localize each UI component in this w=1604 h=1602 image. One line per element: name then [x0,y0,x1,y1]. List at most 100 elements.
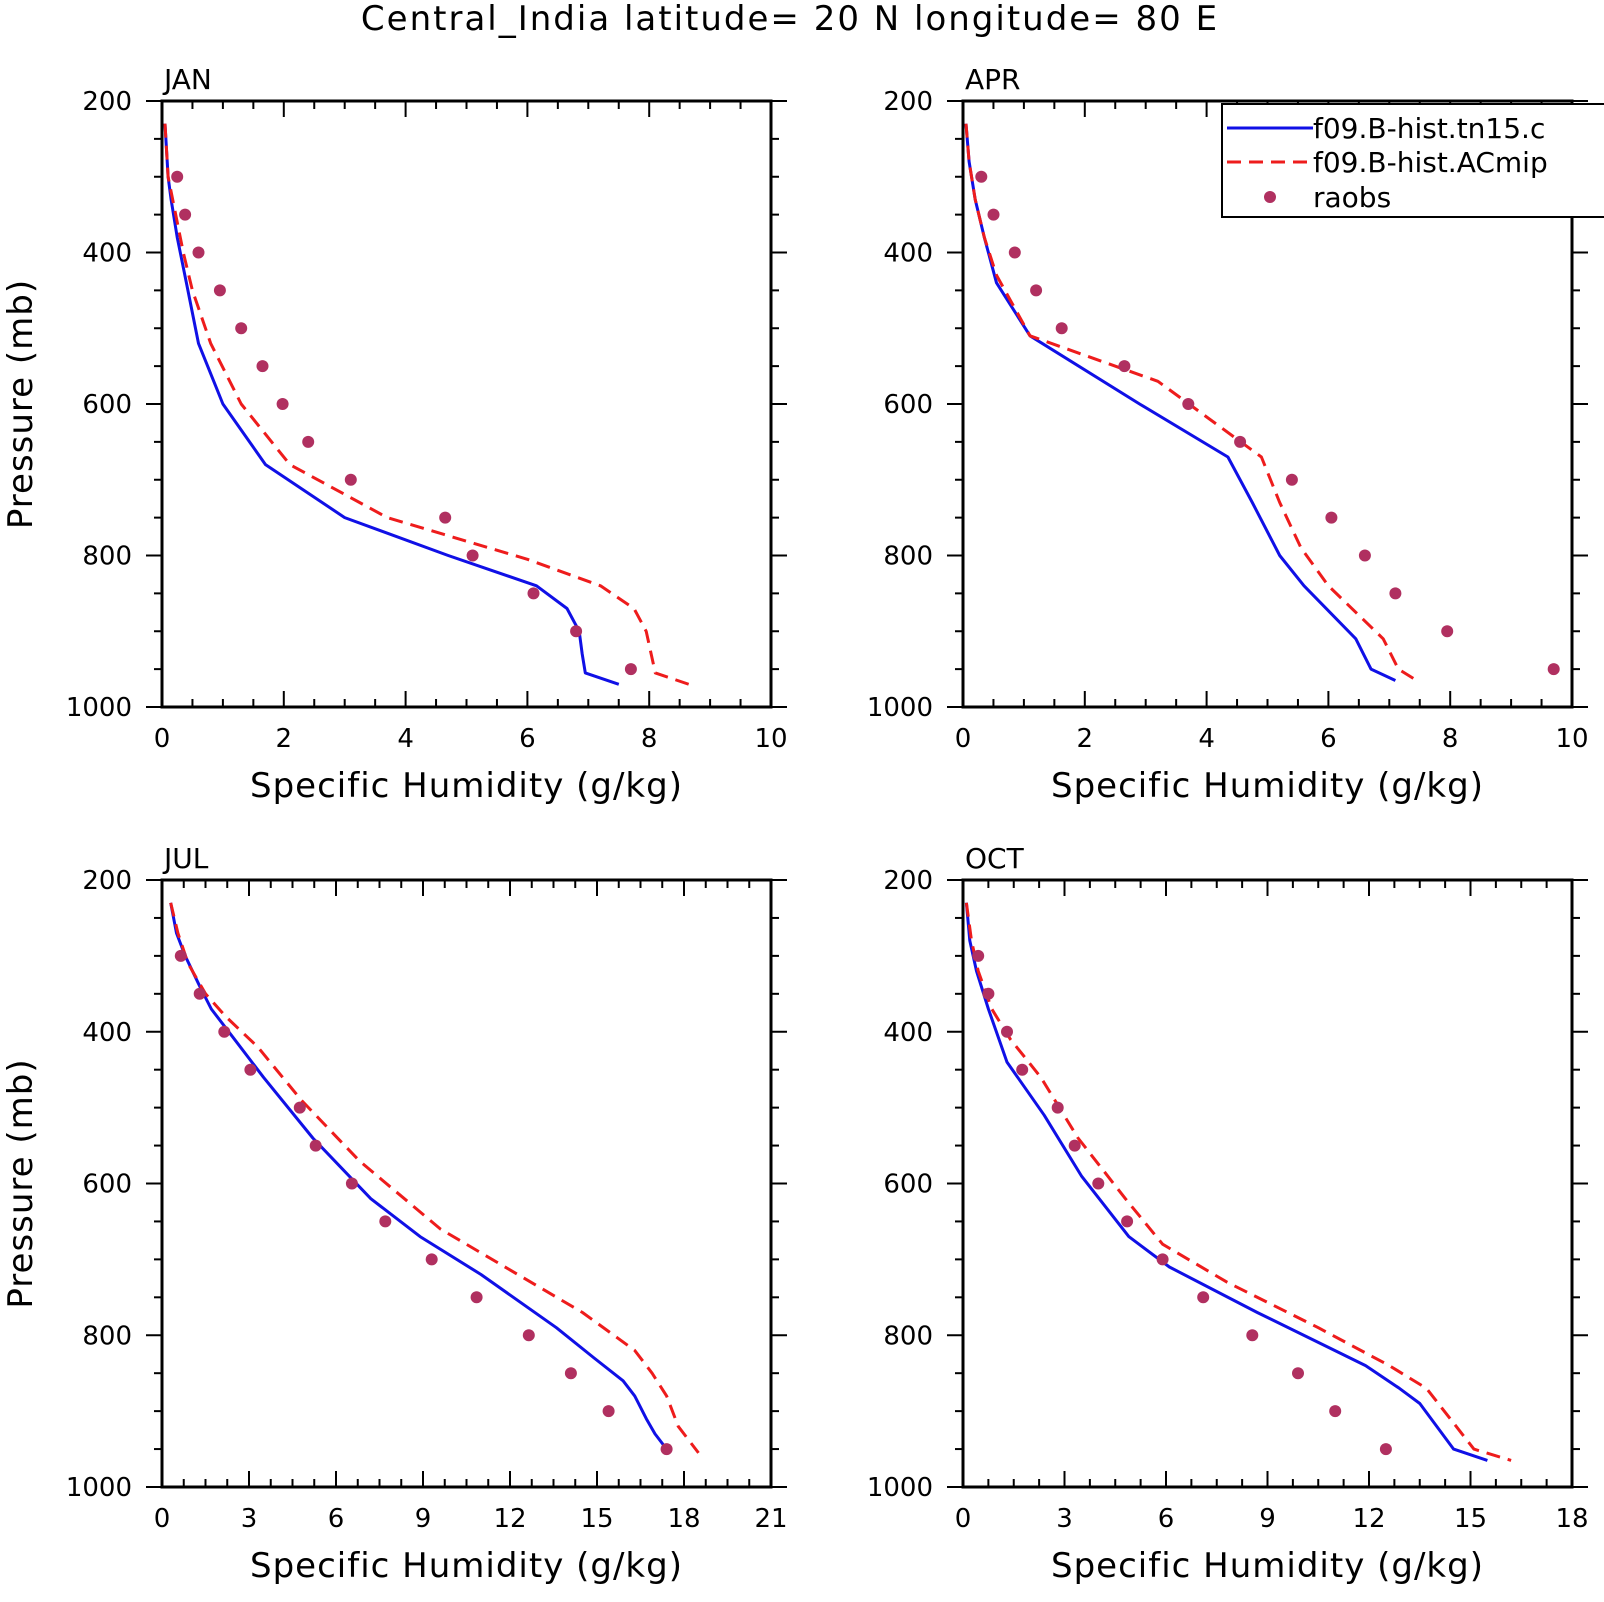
y-tick-label-jul: 200 [82,866,132,896]
x-tick-label-oct: 18 [1555,1504,1588,1534]
x-tick-label-oct: 15 [1454,1504,1487,1534]
legend-label-model-1: f09.B-hist.tn15.c [1313,112,1545,145]
raobs-point-oct-3 [1016,1063,1029,1076]
raobs-point-oct-5 [1068,1139,1081,1152]
y-tick-label-apr: 400 [883,239,933,269]
x-tick-label-jan: 0 [154,724,171,754]
series-line-apr-f09-b-hist-acmip [964,123,1418,682]
raobs-point-apr-3 [1030,284,1043,297]
x-tick-label-jul: 9 [415,1504,432,1534]
x-tick-label-oct: 12 [1352,1504,1385,1534]
raobs-point-jul-0 [174,949,187,962]
raobs-point-jan-8 [344,473,357,486]
raobs-point-jul-6 [345,1177,358,1190]
panel-label-jul: JUL [162,842,209,875]
raobs-point-jan-2 [192,246,205,259]
raobs-point-apr-1 [987,208,1000,221]
x-tick-label-jan: 6 [519,724,536,754]
y-tick-label-oct: 800 [883,1321,933,1351]
series-line-oct-f09-b-hist-tn15-c [964,902,1488,1462]
x-tick-label-jul: 18 [667,1504,700,1534]
panel-label-apr: APR [965,63,1021,96]
legend-marker-raobs [1264,191,1276,203]
raobs-point-apr-9 [1325,511,1338,524]
x-tick-label-jan: 8 [641,724,658,754]
y-tick-label-apr: 200 [883,87,933,117]
y-tick-label-oct: 200 [883,866,933,896]
raobs-point-oct-0 [972,949,985,962]
plot-frame-jan [160,99,773,709]
y-tick-label-jul: 400 [82,1018,132,1048]
x-tick-label-jul: 3 [241,1504,258,1534]
raobs-point-jul-13 [660,1443,673,1456]
x-tick-label-apr: 2 [1077,724,1094,754]
x-tick-label-oct: 0 [955,1504,972,1534]
legend: f09.B-hist.tn15.c f09.B-hist.ACmip raobs [1221,103,1604,218]
series-line-jul-f09-b-hist-acmip [169,902,700,1454]
x-tick-label-jul: 15 [580,1504,613,1534]
y-tick-label-jul: 800 [82,1321,132,1351]
series-line-jan-f09-b-hist-tn15-c [163,123,620,686]
x-tick-label-apr: 10 [1555,724,1588,754]
y-tick-label-apr: 800 [883,542,933,572]
raobs-point-jul-11 [564,1367,577,1380]
panel-label-jan: JAN [162,63,212,96]
raobs-point-jul-5 [309,1139,322,1152]
y-tick-label-jul: 1000 [66,1473,132,1503]
raobs-point-jan-10 [466,549,479,562]
raobs-point-jan-12 [570,625,583,638]
x-tick-label-jan: 4 [397,724,414,754]
x-axis-label-jan: Specific Humidity (g/kg) [250,766,683,806]
raobs-point-apr-4 [1055,322,1068,335]
legend-label-model-2: f09.B-hist.ACmip [1313,146,1548,179]
raobs-point-jan-0 [171,170,184,183]
y-tick-label-jan: 1000 [66,693,132,723]
raobs-point-jan-5 [256,360,269,373]
raobs-point-jul-2 [218,1025,231,1038]
raobs-point-apr-7 [1234,435,1247,448]
y-tick-label-jul: 600 [82,1170,132,1200]
x-tick-label-apr: 6 [1320,724,1337,754]
raobs-point-oct-8 [1156,1253,1169,1266]
x-tick-label-oct: 9 [1259,1504,1276,1534]
x-axis-label-jul: Specific Humidity (g/kg) [250,1546,683,1586]
raobs-point-jul-4 [293,1101,306,1114]
raobs-point-apr-6 [1182,398,1195,410]
figure-title: Central_India latitude= 20 N longitude= … [361,0,1219,39]
plot-frame-jul [160,878,773,1489]
raobs-point-apr-12 [1441,625,1454,638]
plot-frame-oct [961,878,1574,1489]
raobs-point-jan-1 [179,208,192,221]
y-tick-label-apr: 1000 [867,693,933,723]
panel-jan: JAN 0 2 4 6 8 10 200 400 600 800 1000 Specific Humid… [1,63,788,806]
raobs-point-oct-1 [982,987,995,1000]
y-tick-label-jan: 400 [82,239,132,269]
y-tick-label-apr: 600 [883,390,933,420]
raobs-point-jan-13 [624,663,637,676]
x-tick-label-jul: 21 [754,1504,787,1534]
x-tick-label-apr: 8 [1442,724,1459,754]
y-tick-label-jan: 600 [82,390,132,420]
y-tick-label-oct: 600 [883,1170,933,1200]
raobs-point-jan-7 [302,435,315,448]
raobs-point-jul-7 [379,1215,392,1228]
raobs-point-jan-11 [527,587,540,600]
raobs-point-jul-10 [522,1329,535,1342]
raobs-point-oct-7 [1121,1215,1134,1228]
raobs-point-oct-12 [1329,1405,1342,1418]
legend-box [1221,103,1604,218]
raobs-point-jan-4 [235,322,248,335]
raobs-point-oct-6 [1092,1177,1105,1190]
x-axis-label-oct: Specific Humidity (g/kg) [1051,1546,1484,1586]
x-tick-label-jul: 6 [328,1504,345,1534]
raobs-point-oct-2 [1001,1025,1013,1038]
raobs-point-oct-10 [1246,1329,1259,1342]
raobs-point-oct-4 [1051,1101,1064,1114]
legend-label-raobs: raobs [1313,181,1391,214]
y-tick-label-oct: 400 [883,1018,933,1048]
y-axis-label-jul: Pressure (mb) [1,1058,41,1308]
series-line-jan-f09-b-hist-acmip [163,123,690,686]
y-axis-label-jan: Pressure (mb) [1,279,41,529]
series-line-jul-f09-b-hist-tn15-c [169,902,671,1454]
y-tick-label-jan: 800 [82,542,132,572]
